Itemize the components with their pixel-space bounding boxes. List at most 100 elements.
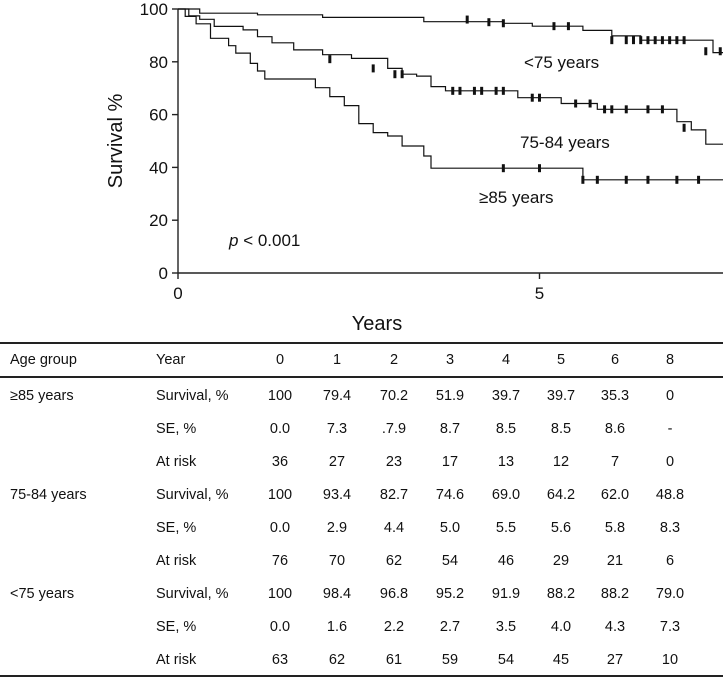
table-value-cell: 8.5 (550, 421, 572, 437)
series-label-under-75: <75 years (524, 53, 599, 72)
table-header-cell: Age group (10, 352, 77, 368)
table-header-cell: Year (156, 352, 186, 368)
table-value-cell: 39.7 (491, 388, 521, 404)
censor-mark (610, 105, 614, 114)
table-value-cell: 100 (267, 487, 293, 503)
censor-mark (371, 64, 375, 73)
table-value-cell: 62 (385, 553, 403, 569)
table-value-cell: 64.2 (546, 487, 576, 503)
table-value-cell: 5.6 (550, 520, 572, 536)
censor-mark (697, 175, 701, 184)
censor-mark (538, 93, 541, 102)
table-measure-label: At risk (156, 553, 197, 569)
table-value-cell: 12 (552, 454, 570, 470)
censor-mark (646, 36, 650, 45)
table-value-cell: 3.5 (495, 619, 517, 635)
table-value-cell: 0 (665, 388, 675, 404)
censor-mark (458, 86, 462, 95)
survival-table: Age group Year 0 1 2 3 4 5 6 8 ≥85 years Survival, … (0, 342, 723, 677)
x-tick-label: 5 (535, 284, 544, 303)
p-value-symbol: p (228, 231, 238, 250)
table-value-cell: 7.3 (326, 421, 348, 437)
table-header-cell: 5 (556, 352, 566, 368)
table-value-cell: .7.9 (381, 421, 407, 437)
table-value-cell: 91.9 (491, 586, 521, 602)
censor-mark (646, 175, 650, 184)
y-tick-label: 40 (149, 158, 168, 177)
table-value-cell: 54 (441, 553, 459, 569)
table-bottom-rule (0, 675, 723, 677)
table-value-cell: 27 (606, 652, 624, 668)
censor-mark (718, 47, 722, 56)
table-value-cell: 100 (267, 388, 293, 404)
table-value-cell: 51.9 (435, 388, 465, 404)
table-value-cell: 62.0 (600, 487, 630, 503)
table-value-cell: 8.3 (659, 520, 681, 536)
censor-mark (538, 164, 541, 173)
table-value-cell: 2.2 (383, 619, 405, 635)
table-value-cell: 74.6 (435, 487, 465, 503)
x-tick-label: 0 (173, 284, 182, 303)
table-value-cell: 100 (267, 586, 293, 602)
table-header-cell: 2 (389, 352, 399, 368)
censor-mark (668, 36, 672, 45)
censor-mark (588, 99, 592, 108)
y-tick-label: 0 (159, 264, 168, 283)
table-group-label: 75-84 years (10, 487, 87, 503)
censor-mark (603, 105, 607, 114)
table-value-cell: 98.4 (322, 586, 352, 602)
censor-mark (465, 15, 469, 24)
table-value-cell: 63 (271, 652, 289, 668)
table-header-cell: 0 (275, 352, 285, 368)
censor-mark (487, 18, 491, 27)
table-value-cell: 0.0 (269, 421, 291, 437)
table-value-cell: 93.4 (322, 487, 352, 503)
table-value-cell: 88.2 (600, 586, 630, 602)
table-value-cell: 4.3 (604, 619, 626, 635)
censor-mark (566, 22, 570, 31)
y-tick-label: 60 (149, 106, 168, 125)
table-value-cell: 5.8 (604, 520, 626, 536)
table-value-cell: 46 (497, 553, 515, 569)
table-value-cell: 4.0 (550, 619, 572, 635)
table-value-cell: 70.2 (379, 388, 409, 404)
table-value-cell: 5.0 (439, 520, 461, 536)
x-axis-label: Years (352, 313, 402, 335)
table-value-cell: 13 (497, 454, 515, 470)
censor-mark (494, 86, 498, 95)
y-tick-label: 80 (149, 53, 168, 72)
chart-curves (178, 8, 723, 181)
censor-mark (610, 36, 614, 45)
table-value-cell: 70 (328, 553, 346, 569)
censor-mark (530, 93, 534, 102)
table-value-cell: 27 (328, 454, 346, 470)
censor-mark (595, 175, 599, 184)
table-value-cell: 8.7 (439, 421, 461, 437)
table-value-cell: 59 (441, 652, 459, 668)
table-value-cell: 6 (665, 553, 675, 569)
table-value-cell: 96.8 (379, 586, 409, 602)
table-header-cell: 4 (501, 352, 511, 368)
censor-mark (675, 175, 679, 184)
table-value-cell: 2.9 (326, 520, 348, 536)
censor-mark (501, 164, 505, 173)
table-measure-label: Survival, % (156, 586, 229, 602)
table-top-rule (0, 342, 723, 344)
table-header-cell: 8 (665, 352, 675, 368)
table-value-cell: 23 (385, 454, 403, 470)
table-measure-label: SE, % (156, 421, 197, 437)
table-value-cell: 0.0 (269, 619, 291, 635)
y-tick-label: 20 (149, 211, 168, 230)
y-axis-label: Survival % (105, 94, 127, 189)
chart-axes: 0204060801000510 (140, 0, 723, 303)
table-value-cell: 2.7 (439, 619, 461, 635)
censor-mark (639, 36, 643, 45)
table-value-cell: 10 (661, 652, 679, 668)
table-value-cell: 1.6 (326, 619, 348, 635)
chart-censor-marks (328, 15, 722, 184)
censor-mark (646, 105, 650, 114)
p-value-annotation: p < 0.001 (228, 231, 300, 250)
censor-mark (682, 36, 686, 45)
censor-mark (328, 55, 332, 64)
table-value-cell: 45 (552, 652, 570, 668)
